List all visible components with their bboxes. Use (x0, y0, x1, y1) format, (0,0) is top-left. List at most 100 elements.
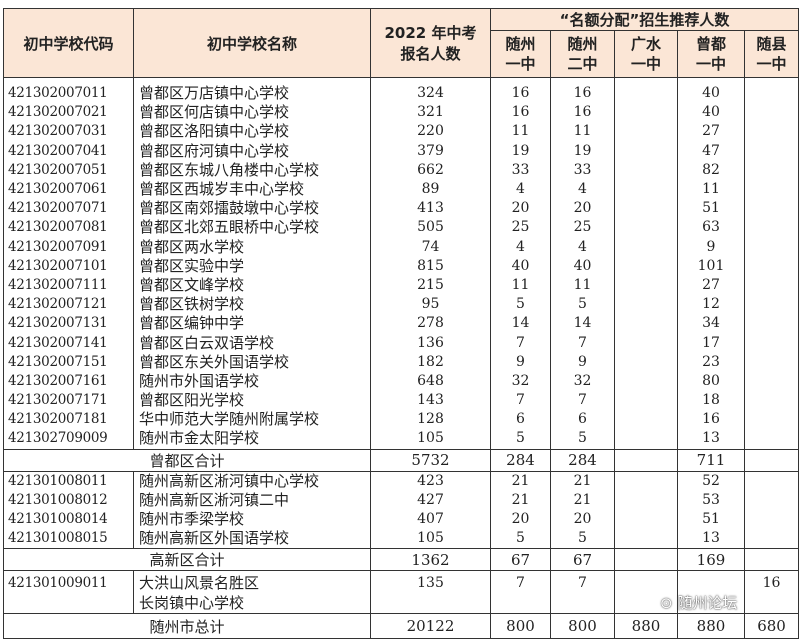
school-code: 421301008011 (3, 471, 134, 491)
applicant-count: 321 (370, 103, 491, 123)
quota-value: 34 (677, 314, 745, 334)
applicant-count: 182 (370, 352, 491, 372)
applicant-count: 407 (370, 509, 491, 530)
header-school: 曾都 一中 (677, 30, 745, 78)
quota-value: 4 (550, 179, 615, 200)
subtotal-applicants: 5732 (370, 448, 491, 472)
quota-value: 20 (550, 199, 615, 219)
quota-value: 82 (677, 160, 745, 180)
quota-value (614, 371, 678, 391)
table-row: 421302007181 华中师范大学随州附属学校 128 6 6 16 (3, 410, 800, 430)
quota-value (614, 237, 678, 257)
quota-value: 6 (550, 410, 615, 430)
school-name: 曾都区洛阳镇中心学校 (133, 122, 371, 142)
quota-value (743, 179, 800, 200)
quota-value (614, 314, 678, 334)
table-row: 421301008012 随州高新区淅河镇二中 427 21 21 53 (3, 490, 800, 510)
quota-value (743, 275, 800, 296)
quota-value (743, 199, 800, 219)
quota-value (614, 275, 678, 296)
school-code: 421302007091 (3, 237, 134, 257)
applicant-count: 74 (370, 237, 491, 257)
header-name: 初中学校名称 (133, 8, 371, 78)
quota-value: 21 (550, 490, 615, 510)
table-row: 421302007011 曾都区万店镇中心学校 324 16 16 40 (3, 77, 800, 104)
quota-value: 25 (490, 218, 551, 238)
applicant-count: 128 (370, 410, 491, 430)
table-row: 421302007171 曾都区阳光学校 143 7 7 18 (3, 391, 800, 411)
applicant-count: 379 (370, 141, 491, 161)
quota-value (614, 103, 678, 123)
quota-value (743, 77, 800, 104)
quota-value: 19 (490, 141, 551, 161)
school-code: 421302007061 (3, 179, 134, 200)
quota-value (614, 122, 678, 142)
quota-value: 25 (550, 218, 615, 238)
applicant-count: 815 (370, 256, 491, 276)
school-code: 421302007071 (3, 199, 134, 219)
school-code: 421301008014 (3, 509, 134, 530)
header-applicants: 2022 年中考 报名人数 (370, 8, 491, 78)
school-code: 421302007031 (3, 122, 134, 142)
applicant-count: 423 (370, 471, 491, 491)
quota-value (743, 141, 800, 161)
school-name: 曾都区府河镇中心学校 (133, 141, 371, 161)
quota-value (743, 122, 800, 142)
applicant-count: 648 (370, 371, 491, 391)
quota-value: 9 (677, 237, 745, 257)
quota-value: 16 (490, 77, 551, 104)
school-name: 曾都区西城岁丰中心学校 (133, 179, 371, 200)
school-code: 421302007051 (3, 160, 134, 180)
table-row: 421301008011 随州高新区淅河镇中心学校 423 21 21 52 (3, 471, 800, 491)
quota-value (614, 509, 678, 530)
total-label: 随州市总计 (3, 613, 371, 640)
school-name: 随州市外国语学校 (133, 371, 371, 391)
quota-value (614, 529, 678, 549)
quota-value (743, 160, 800, 180)
quota-value: 5 (550, 295, 615, 315)
quota-value: 51 (677, 509, 745, 530)
table-row: 421301008014 随州市季梁学校 407 20 20 51 (3, 509, 800, 530)
quota-value: 5 (550, 529, 615, 549)
school-name: 曾都区南郊擂鼓墩中心学校 (133, 199, 371, 219)
applicant-count: 95 (370, 295, 491, 315)
school-code: 421302007041 (3, 141, 134, 161)
watermark: ⊙ 随州论坛 (660, 594, 738, 612)
quota-value (743, 314, 800, 334)
school-name: 随州市金太阳学校 (133, 429, 371, 450)
quota-value: 5 (490, 295, 551, 315)
quota-value (743, 237, 800, 257)
table-row: 421302709009 随州市金太阳学校 105 5 5 13 (3, 429, 800, 450)
school-code: 421302007161 (3, 371, 134, 391)
quota-value (614, 256, 678, 276)
quota-value: 16 (550, 77, 615, 104)
school-code: 421302007081 (3, 218, 134, 238)
quota-value: 5 (490, 529, 551, 549)
subtotal-quota (614, 448, 678, 472)
quota-value: 19 (550, 141, 615, 161)
quota-value: 101 (677, 256, 745, 276)
school-name: 大洪山风景名胜区 长岗镇中心学校 (133, 570, 371, 614)
school-code: 421302007021 (3, 103, 134, 123)
quota-value: 4 (550, 237, 615, 257)
quota-value (743, 256, 800, 276)
subtotal-quota: 169 (677, 548, 745, 572)
quota-value: 9 (490, 352, 551, 372)
quota-value: 13 (677, 429, 745, 450)
table-row: 421302007161 随州市外国语学校 648 32 32 80 (3, 371, 800, 391)
quota-value: 13 (677, 529, 745, 549)
quota-value: 80 (677, 371, 745, 391)
quota-value (614, 160, 678, 180)
quota-value: 18 (677, 391, 745, 411)
applicant-count: 278 (370, 314, 491, 334)
quota-value (614, 141, 678, 161)
quota-value: 17 (677, 333, 745, 353)
quota-value: 11 (490, 275, 551, 296)
quota-value: 16 (677, 410, 745, 430)
school-code: 421302007151 (3, 352, 134, 372)
table-row: 421302007051 曾都区东城八角楼中心学校 662 33 33 82 (3, 160, 800, 180)
quota-value (743, 410, 800, 430)
school-name: 曾都区铁树学校 (133, 295, 371, 315)
school-name: 随州高新区外国语学校 (133, 529, 371, 549)
school-name: 曾都区编钟中学 (133, 314, 371, 334)
